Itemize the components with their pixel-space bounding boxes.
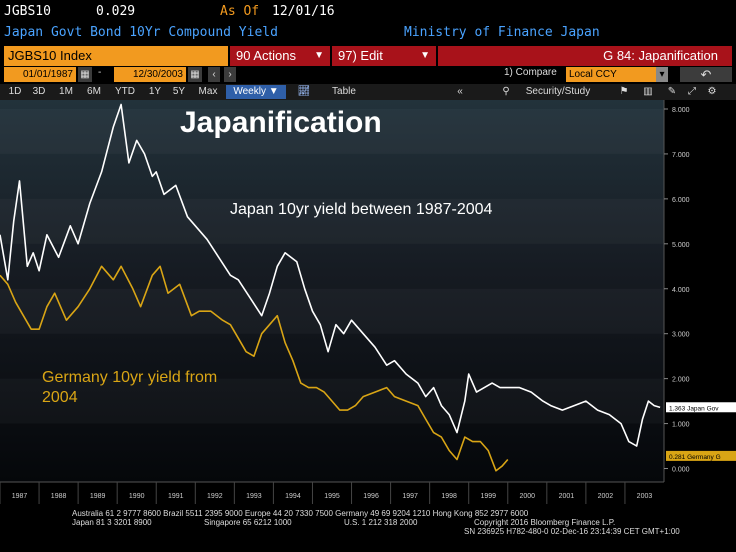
y-axis: 8.000 7.000 6.000 5.000 4.000 3.000 2.000 1.000… (663, 100, 690, 482)
x-tick-label: 2001 (559, 493, 575, 500)
x-tick-label: 1995 (324, 493, 340, 500)
start-date-input[interactable]: 01/01/1987 (4, 67, 76, 82)
gear-icon[interactable]: ⚙ (707, 86, 717, 97)
chevron-down-icon[interactable]: ▾ (656, 67, 668, 82)
y-tick-label: 6.000 (672, 197, 690, 204)
header-row: JGBS10 0.029 As Of 12/01/16 (0, 0, 736, 22)
x-tick-label: 1987 (12, 493, 28, 500)
x-tick-label: 1988 (51, 493, 67, 500)
actions-label: 90 Actions (236, 48, 296, 63)
timeframe-max[interactable]: Max (198, 86, 218, 97)
chart-title: Japanification (180, 106, 382, 139)
actions-menu[interactable]: 90 Actions ▼ (230, 46, 330, 66)
japan-annotation: Japan 10yr yield between 1987-2004 (230, 201, 493, 218)
yield-chart: 1.363 Japan Gov 0.281 Germany G 8.000 7.0… (0, 100, 736, 508)
x-axis-band (0, 482, 736, 508)
edit-icon[interactable]: ✎ (667, 86, 677, 97)
period-select[interactable]: Weekly ▼ (226, 85, 286, 99)
calendar-icon[interactable]: ▦ (188, 67, 202, 82)
table-button[interactable]: Table (332, 86, 356, 97)
y-tick-label: 8.000 (672, 107, 690, 114)
x-tick-label: 1989 (90, 493, 106, 500)
plot-background (0, 100, 664, 482)
x-tick-label: 2000 (520, 493, 536, 500)
x-tick-label: 1993 (246, 493, 262, 500)
graph-title[interactable]: G 84: Japanification (438, 46, 732, 66)
japan-last-value-tag: 1.363 Japan Gov (666, 402, 736, 413)
y-tick-label: 5.000 (672, 242, 690, 249)
security-description: Japan Govt Bond 10Yr Compound Yield (4, 25, 278, 40)
x-tick-label: 1990 (129, 493, 145, 500)
footer: Australia 61 2 9777 8600 Brazil 5511 239… (0, 508, 736, 552)
ticker: JGBS10 (4, 4, 51, 19)
footer-copyright: Copyright 2016 Bloomberg Finance L.P. (474, 518, 616, 527)
grid-icon[interactable]: ▥ (643, 86, 653, 97)
x-axis: 1987 1988 1989 1990 1991 1992 1993 1994 1995 1996… (0, 481, 736, 508)
timeframe-1y[interactable]: 1Y (148, 86, 162, 97)
band (0, 289, 664, 334)
x-tick-label: 1994 (285, 493, 301, 500)
line-chart-icon[interactable]: 📈︎ (297, 86, 311, 97)
date-range-row: 01/01/1987 ▦ - 12/30/2003 ▦ ‹ › 1) Compa… (0, 66, 736, 84)
timeframe-1m[interactable]: 1M (59, 86, 73, 97)
double-chevron-left-icon[interactable]: « (457, 86, 463, 97)
chevron-down-icon: ▼ (314, 50, 324, 61)
footer-contacts: Australia 61 2 9777 8600 Brazil 5511 239… (72, 509, 529, 518)
last-value-label: 0.281 Germany G (669, 454, 721, 461)
germany-yield-line (0, 265, 509, 472)
toolbar: JGBS10 Index 90 Actions ▼ 97) Edit ▼ G 8… (0, 44, 736, 66)
germany-annotation: Germany 10yr yield from (42, 369, 217, 386)
chevron-right-icon[interactable]: › (224, 67, 236, 82)
germany-annotation-year: 2004 (42, 389, 78, 406)
range-separator: - (98, 67, 102, 78)
y-tick-label: 4.000 (672, 287, 690, 294)
x-tick-label: 1992 (207, 493, 223, 500)
security-study-button[interactable]: Security/Study (525, 86, 591, 97)
flag-icon[interactable]: ⚑ (619, 86, 629, 97)
footer-japan: Japan 81 3 3201 8900 (72, 518, 152, 527)
x-tick-label: 1996 (363, 493, 379, 500)
y-tick-label: 0.000 (672, 467, 690, 474)
footer-singapore: Singapore 65 6212 1000 (204, 518, 292, 527)
x-tick-label: 2003 (637, 493, 653, 500)
timeframe-5y[interactable]: 5Y (172, 86, 186, 97)
back-arrow-icon[interactable]: ↶ (680, 67, 732, 82)
timeframe-3d[interactable]: 3D (32, 86, 46, 97)
x-tick-label: 1999 (480, 493, 496, 500)
compare-label[interactable]: 1) Compare (504, 67, 557, 78)
y-tick-label: 2.000 (672, 377, 690, 384)
currency-select[interactable]: Local CCY (566, 67, 656, 82)
price: 0.029 (96, 4, 136, 19)
description-row: Japan Govt Bond 10Yr Compound Yield Mini… (0, 22, 736, 44)
calendar-icon[interactable]: ▦ (78, 67, 92, 82)
footer-us: U.S. 1 212 318 2000 (344, 518, 418, 527)
x-tick-label: 1991 (168, 493, 184, 500)
edit-menu[interactable]: 97) Edit ▼ (332, 46, 436, 66)
y-tick-label: 7.000 (672, 152, 690, 159)
y-tick-label: 1.000 (672, 422, 690, 429)
x-tick-label: 2002 (598, 493, 614, 500)
data-source: Ministry of Finance Japan (404, 25, 600, 40)
search-icon[interactable]: ⚲ (502, 86, 510, 97)
index-label[interactable]: JGBS10 Index (4, 46, 228, 66)
timeframe-6m[interactable]: 6M (87, 86, 101, 97)
end-date-input[interactable]: 12/30/2003 (114, 67, 186, 82)
germany-last-value-tag: 0.281 Germany G (666, 450, 736, 461)
as-of-date: 12/01/16 (272, 4, 335, 19)
timeframe-ytd[interactable]: YTD (115, 86, 135, 97)
share-icon[interactable]: ⤢ (688, 86, 696, 97)
timeframe-bar: 1D 3D 1M 6M YTD 1Y 5Y Max Weekly ▼ 📈︎ Ta… (0, 84, 736, 100)
y-tick-label: 3.000 (672, 332, 690, 339)
chevron-down-icon: ▼ (420, 50, 430, 61)
timeframe-1d[interactable]: 1D (8, 86, 22, 97)
x-tick-label: 1997 (402, 493, 418, 500)
as-of-label: As Of (220, 4, 260, 19)
last-value-label: 1.363 Japan Gov (669, 405, 719, 412)
x-tick-label: 1998 (441, 493, 457, 500)
chevron-left-icon[interactable]: ‹ (208, 67, 220, 82)
edit-label: 97) Edit (338, 48, 383, 63)
japan-yield-line (0, 103, 661, 447)
footer-session: SN 236925 H782-480-0 02-Dec-16 23:14:39 … (464, 527, 680, 536)
